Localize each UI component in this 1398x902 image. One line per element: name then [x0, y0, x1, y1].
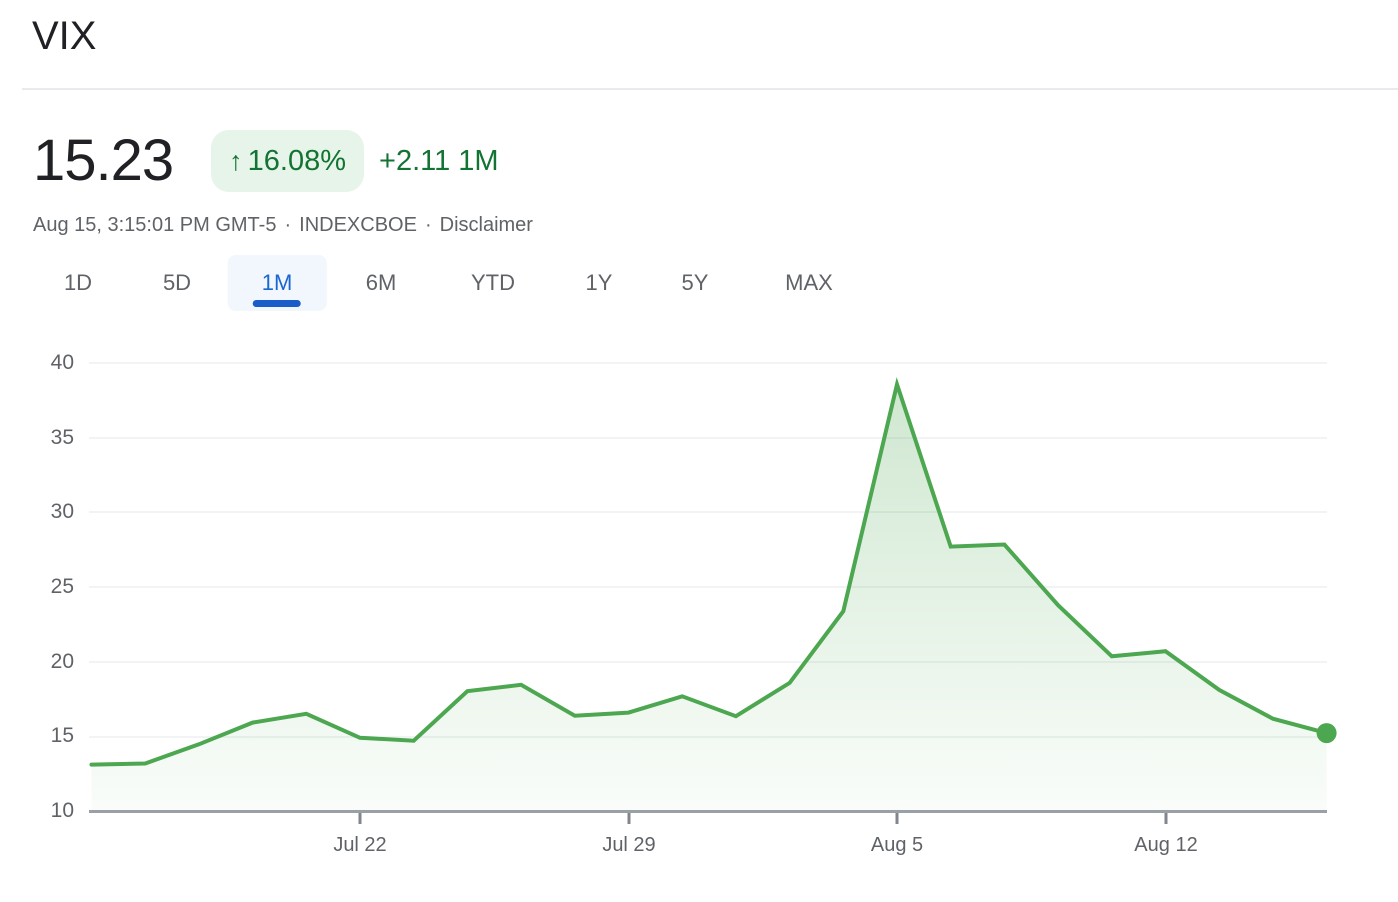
percent-change: 16.08%	[247, 144, 347, 177]
arrow-up-icon: ↑	[229, 145, 243, 176]
y-axis-label: 40	[50, 351, 74, 374]
x-axis-tick	[358, 813, 362, 824]
separator-dot: ·	[424, 214, 432, 236]
x-axis-line	[89, 810, 1327, 813]
tab-ytd[interactable]: YTD	[459, 255, 527, 311]
page-title: VIX	[32, 14, 97, 58]
price-area-fill	[91, 384, 1327, 812]
x-axis-label: Aug 12	[1134, 834, 1198, 856]
gridline	[89, 661, 1327, 663]
price-line	[89, 377, 1329, 767]
x-axis-label: Jul 29	[602, 834, 656, 856]
y-axis-label: 35	[50, 426, 74, 449]
separator-dot: ·	[284, 214, 292, 236]
x-axis-label: Aug 5	[870, 834, 924, 856]
gridline	[89, 511, 1327, 513]
exchange-name: INDEXCBOE	[299, 214, 417, 236]
y-axis-label: 15	[50, 724, 74, 747]
timestamp: Aug 15, 3:15:01 PM GMT-5	[33, 214, 277, 236]
tab-1m[interactable]: 1M	[227, 255, 327, 311]
tab-5d[interactable]: 5D	[151, 255, 203, 311]
gridline	[89, 362, 1327, 364]
absolute-change: +2.11 1M	[379, 144, 499, 177]
gridline	[89, 586, 1327, 588]
current-price: 15.23	[33, 128, 174, 193]
latest-point-dot	[1316, 723, 1337, 744]
y-axis-label: 10	[50, 799, 74, 822]
gridline	[89, 437, 1327, 439]
x-axis-label: Jul 22	[333, 834, 387, 856]
y-axis-label: 25	[50, 575, 74, 598]
x-axis-tick	[1164, 813, 1168, 824]
y-axis-label: 20	[50, 650, 74, 673]
quote-meta: Aug 15, 3:15:01 PM GMT-5 · INDEXCBOE · D…	[33, 214, 533, 237]
header-divider	[22, 88, 1398, 90]
tab-5y[interactable]: 5Y	[670, 255, 721, 311]
x-axis-tick	[895, 813, 899, 824]
quote-price-row: 15.23 ↑ 16.08% +2.11 1M	[33, 128, 499, 194]
tab-1d[interactable]: 1D	[52, 255, 104, 311]
tab-6m[interactable]: 6M	[354, 255, 409, 311]
y-axis-label: 30	[50, 500, 74, 523]
percent-change-badge: ↑ 16.08%	[211, 130, 365, 192]
tab-max[interactable]: MAX	[773, 255, 845, 311]
disclaimer-link[interactable]: Disclaimer	[439, 214, 533, 236]
range-tab-bar: 1D 5D 1M 6M YTD 1Y 5Y MAX	[0, 255, 900, 312]
tab-1y[interactable]: 1Y	[574, 255, 625, 311]
x-axis-tick	[627, 813, 631, 824]
